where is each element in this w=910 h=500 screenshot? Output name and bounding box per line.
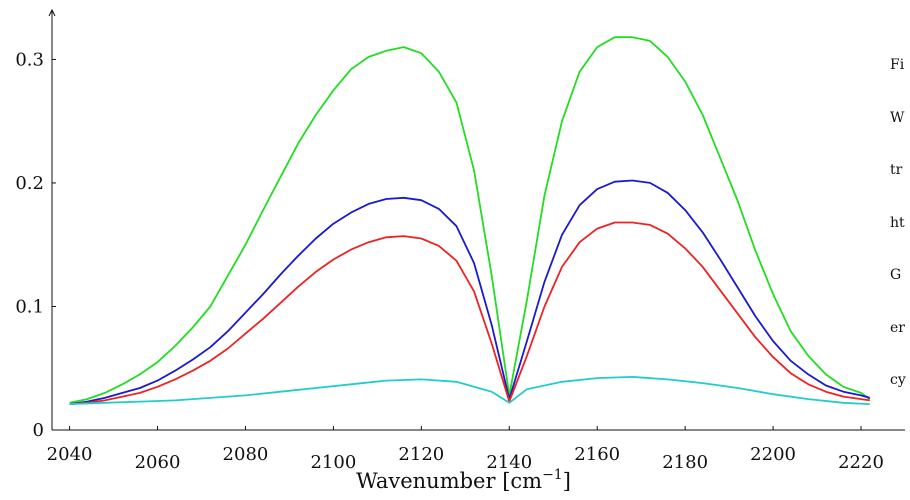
- y-tick-label: 0.2: [15, 173, 44, 194]
- side-caption-line: ht: [890, 214, 905, 231]
- series-3-line: [69, 375, 870, 405]
- side-caption-line: tr: [890, 162, 903, 178]
- side-caption-line: Fi: [890, 57, 905, 73]
- y-tick-label: 0.3: [15, 49, 44, 70]
- x-tick-label: 2100: [310, 452, 356, 473]
- x-tick-label: 2160: [574, 444, 620, 465]
- x-tick-label: 2180: [662, 452, 708, 473]
- x-tick-label: 2220: [838, 452, 884, 473]
- series-2-line: [69, 221, 870, 405]
- series-1-line: [69, 179, 871, 405]
- x-tick-label: 2140: [486, 452, 532, 473]
- x-tick-label: 2060: [135, 452, 181, 473]
- y-tick-label: 0: [33, 420, 44, 441]
- y-axis-arrowhead: [48, 8, 56, 17]
- series-0-line: [69, 36, 871, 404]
- side-caption-line: er: [890, 319, 905, 336]
- ticks-layer: 2040 2060 2080 2100 2120 2140 2160 2180 2200 2220…: [15, 49, 884, 473]
- x-tick-label: 2120: [398, 444, 444, 465]
- x-axis-title: Wavenumber [cm−1]: [356, 467, 571, 493]
- side-caption-line: W: [890, 109, 905, 126]
- side-caption-line: G: [890, 267, 902, 283]
- axes-layer: [48, 8, 905, 431]
- x-tick-label: 2040: [47, 444, 93, 465]
- y-tick-label: 0.1: [15, 296, 44, 317]
- x-tick-label: 2200: [750, 444, 796, 465]
- x-tick-label: 2080: [223, 444, 269, 465]
- side-caption-text: Fi W tr ht G er cy: [890, 22, 910, 407]
- side-caption-line: cy: [890, 372, 906, 388]
- series-layer: [69, 36, 871, 405]
